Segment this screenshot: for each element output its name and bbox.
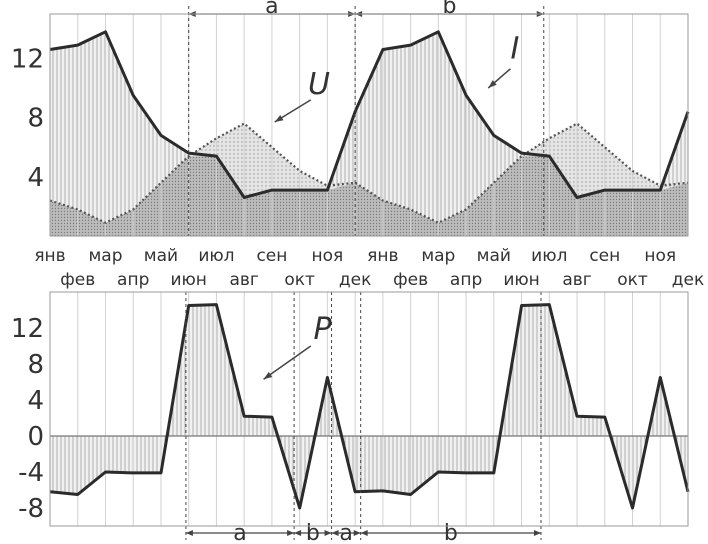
- bottom-interval-arrow-head-left: [331, 530, 339, 536]
- bottom-y-tick-label: 4: [27, 386, 44, 416]
- bottom-y-tick-label: 0: [27, 422, 44, 452]
- top-chart-areas: [50, 31, 688, 236]
- month-label: май: [144, 246, 178, 266]
- series-label-P: P: [314, 312, 333, 347]
- bottom-y-tick-label: 8: [27, 350, 44, 380]
- series-label-I: I: [510, 31, 519, 66]
- series-P-fill: [50, 304, 688, 508]
- bottom-interval-arrow-head-left: [185, 530, 193, 536]
- month-label: июл: [198, 246, 234, 266]
- bottom-chart-lines: [49, 303, 690, 510]
- bottom-interval-label: a: [233, 521, 246, 544]
- month-label: авг: [562, 270, 591, 290]
- top-chart-y-ticks: 4 8 12: [11, 44, 44, 192]
- series-U-leader-head: [274, 114, 284, 123]
- top-lower-fill: [50, 156, 688, 236]
- bottom-chart-y-ticks: 12 8 4 0 -4 -8: [11, 314, 44, 524]
- bottom-interval-arrow-head-right: [533, 530, 541, 536]
- month-label: сен: [589, 246, 620, 266]
- top-y-tick-label: 4: [27, 163, 44, 193]
- top-chart-lines: [49, 30, 690, 224]
- bottom-interval-arrow-head-right: [287, 530, 295, 536]
- month-label: апр: [117, 270, 149, 290]
- month-label: апр: [450, 270, 482, 290]
- month-label: фев: [60, 270, 95, 290]
- bottom-chart-areas: [50, 304, 688, 508]
- month-label: ноя: [312, 246, 344, 266]
- top-chart-frame: [49, 13, 689, 237]
- bottom-interval-arrow-head-left: [294, 530, 302, 536]
- top-I-excess-fill: [50, 31, 688, 223]
- month-label: сен: [256, 246, 287, 266]
- month-label: июн: [170, 270, 206, 290]
- top-y-tick-label: 8: [27, 104, 44, 134]
- series-U-line: [49, 122, 689, 224]
- bottom-y-tick-label: 12: [11, 314, 44, 344]
- month-label: окт: [284, 270, 315, 290]
- bottom-interval-arrow-head-right: [353, 530, 361, 536]
- bottom-interval-label: b: [306, 521, 320, 544]
- month-label: окт: [617, 270, 648, 290]
- month-label: июн: [503, 270, 539, 290]
- top-interval-label: b: [442, 0, 456, 19]
- month-labels: янв фев мар апр май июн июл авг сен окт ноя дек янв ф…: [34, 246, 704, 290]
- series-P-leader: [263, 345, 312, 380]
- month-label: июл: [531, 246, 567, 266]
- bottom-y-tick-label: -8: [18, 494, 44, 524]
- bottom-interval-label: b: [444, 521, 458, 544]
- month-label: янв: [34, 246, 65, 266]
- month-label: дек: [672, 270, 704, 290]
- month-label: дек: [339, 270, 371, 290]
- month-label: мар: [421, 246, 455, 266]
- series-I-line: [49, 30, 690, 199]
- bottom-y-tick-label: -4: [18, 458, 44, 488]
- series-I-leader-head: [488, 80, 497, 88]
- month-label: ноя: [644, 246, 676, 266]
- series-P-leader-head: [263, 371, 273, 380]
- bottom-chart-grid: [50, 292, 688, 526]
- top-interval-label: a: [265, 0, 278, 19]
- bottom-interval-label: a: [339, 521, 352, 544]
- month-label: фев: [393, 270, 428, 290]
- bottom-chart-frame: [49, 291, 689, 527]
- month-label: май: [477, 246, 511, 266]
- bottom-interval-arrow-head-left: [360, 530, 368, 536]
- top-y-tick-label: 12: [11, 44, 44, 74]
- month-label: мар: [88, 246, 122, 266]
- bottom-chart-series-labels: P: [263, 312, 333, 380]
- month-label: авг: [229, 270, 258, 290]
- month-label: янв: [367, 246, 398, 266]
- top-chart-series-labels: UI: [274, 31, 519, 123]
- series-label-U: U: [308, 67, 330, 102]
- bottom-interval-arrow-head-right: [324, 530, 332, 536]
- top-U-excess-fill: [50, 123, 688, 223]
- series-P-line: [49, 303, 690, 510]
